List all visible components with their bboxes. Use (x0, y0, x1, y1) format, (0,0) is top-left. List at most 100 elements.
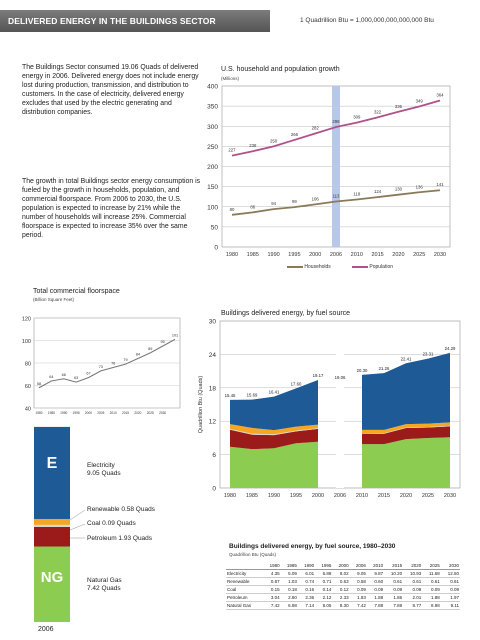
fuel-table-cell: 0.61 (384, 577, 404, 586)
fuel-table-cell: 1.88 (366, 593, 385, 602)
fuel-table-header-cell: 2006 (349, 562, 367, 570)
fuel-table-cell: 8.30 (332, 601, 350, 610)
fuel-total-label: 15.45 (225, 393, 236, 398)
fuel-table-cell: 8.02 (332, 569, 350, 578)
fuel-table-cell: 0.09 (349, 585, 367, 594)
fuel-total-label: 19.06 (335, 375, 346, 380)
fuel-table-cell: 10.20 (384, 569, 404, 578)
households-data-label: 136 (416, 184, 424, 189)
households-data-label: 80 (230, 207, 235, 212)
fuel-total-label: 19.17 (313, 373, 324, 378)
fuel-table-cell: 2.01 (403, 593, 423, 602)
fuel-table-cell: 7.42 (263, 601, 281, 610)
population-data-label: 298 (332, 119, 340, 124)
floorspace-x-tick-label: 2020 (134, 411, 141, 415)
population-data-label: 349 (416, 99, 424, 104)
fuel-2006-gap (336, 322, 344, 488)
pop-legend: Population (352, 264, 393, 270)
fuel-y-tick-label: 12 (209, 419, 217, 426)
electricity-label: Electricity 9.05 Quads (87, 462, 121, 477)
fuel-table-cell: 9.05 (349, 569, 367, 578)
fuel-table-cell: 6.88 (315, 569, 333, 578)
fuel-table-header-row: 1980 1985 1990 1995 2000 2006 2010 2015 2020 2025… (226, 562, 460, 570)
fuel-table-cell: Renewable (226, 577, 264, 586)
fuel-y-axis-label: Quadrillion Btu (Quads) (198, 376, 204, 434)
hh-y-tick-label: 100 (207, 204, 218, 211)
fuel-x-tick-label: 2010 (356, 493, 368, 499)
fuel-table-header-cell: 1980 (263, 562, 281, 570)
fuel-total-label: 21.26 (379, 366, 390, 371)
population-legend-label: Population (369, 264, 394, 270)
fuel-area-petroleum (230, 428, 318, 450)
fuel-table-cell: 0.61 (422, 577, 441, 586)
fuel-table-cell: 3.04 (263, 593, 281, 602)
population-legend-swatch (352, 265, 368, 268)
fuel-table-cell: 7.88 (384, 601, 404, 610)
electricity-letter: E (46, 455, 58, 472)
households-data-label: 118 (353, 192, 360, 197)
fuel-table-cell: 0.18 (280, 585, 298, 594)
intro-paragraph: The Buildings Sector consumed 19.06 Quad… (22, 64, 199, 117)
floorspace-data-label: 101 (172, 333, 178, 337)
fuel-total-label: 23.31 (423, 352, 434, 357)
fuel-chart-title: Buildings delivered energy, by fuel sour… (221, 310, 351, 317)
fuel-table-cell: 7.42 (349, 601, 367, 610)
fuel-table-cell: 6.98 (280, 601, 298, 610)
floorspace-data-label: 58 (37, 382, 41, 386)
petroleum-label: Petroleum 1.93 Quads (87, 535, 153, 542)
fuel-x-tick-label: 1985 (246, 493, 258, 499)
electricity-label-name: Electricity (87, 462, 115, 469)
floorspace-x-tick-label: 2030 (159, 411, 166, 415)
fuel-area-petroleum (362, 426, 450, 445)
fuel-table-cell: 4.35 (263, 569, 281, 578)
fuel-x-tick-label: 2006 (334, 493, 346, 499)
fuel-total-label: 20.30 (357, 368, 368, 373)
hh-highlight-band (332, 86, 340, 247)
breakdown-segment-coal (34, 524, 70, 527)
population-line (231, 99, 441, 157)
households-data-label: 130 (395, 187, 403, 192)
fuel-table-cell: 0.61 (440, 577, 460, 586)
table-row: Coal 0.15 0.18 0.16 0.14 0.12 0.09 0.09 0.09 0.09… (226, 585, 460, 594)
fuel-total-label: 24.29 (445, 346, 456, 351)
fuel-table-cell: 7.88 (366, 601, 385, 610)
hh-x-tick-label: 2030 (434, 252, 446, 258)
hh-x-tick-label: 2015 (371, 252, 383, 258)
fuel-table-cell: 12.50 (440, 569, 460, 578)
fuel-table-cell: 2.60 (280, 593, 298, 602)
population-data-label: 227 (228, 148, 236, 153)
fuel-x-tick-label: 2020 (400, 493, 412, 499)
breakdown-year: 2006 (38, 626, 54, 633)
natural-gas-label: Natural Gas 7.42 Quads (87, 577, 122, 592)
fuel-x-tick-label: 1990 (268, 493, 280, 499)
renewable-label: Renewable 0.58 Quads (87, 506, 155, 513)
households-data-label: 86 (250, 204, 255, 209)
breakdown-segment-renewable (34, 518, 70, 525)
breakdown-leader-line (69, 509, 86, 521)
natural-gas-letter: NG (40, 569, 64, 586)
floorspace-data-label: 73 (99, 365, 103, 369)
households-data-label: 99 (292, 199, 297, 204)
fuel-table-cell: 0.09 (422, 585, 441, 594)
floorspace-x-tick-label: 2025 (147, 411, 154, 415)
hh-x-tick-label: 1995 (288, 252, 300, 258)
fuel-table-header-cell: 1985 (280, 562, 298, 570)
fuel-table-header-cell: 2010 (366, 562, 385, 570)
fuel-table-cell: 1.97 (440, 593, 460, 602)
fuel-total-label: 15.69 (247, 393, 258, 398)
natural-gas-label-value: 7.42 Quads (87, 584, 121, 592)
households-data-label: 94 (271, 201, 276, 206)
fuel-table-cell: 0.74 (297, 577, 316, 586)
floorspace-x-tick-label: 1990 (60, 411, 67, 415)
fuel-table-header-cell (226, 562, 264, 570)
fuel-table-cell: 0.61 (403, 577, 423, 586)
hh-x-tick-label: 2010 (351, 252, 363, 258)
households-line (231, 189, 441, 216)
table-row: Renewable 0.87 1.03 0.74 0.71 0.63 0.58 0.60 0.6… (226, 577, 460, 586)
fuel-table-cell: Coal (226, 585, 264, 594)
fuel-table-cell: 7.14 (297, 601, 316, 610)
hh-x-tick-label: 1990 (267, 252, 279, 258)
table-row: Petroleum 3.04 2.60 2.36 2.12 2.33 1.93 1.88 1.8… (226, 593, 460, 602)
fuel-table-cell: 0.16 (297, 585, 316, 594)
